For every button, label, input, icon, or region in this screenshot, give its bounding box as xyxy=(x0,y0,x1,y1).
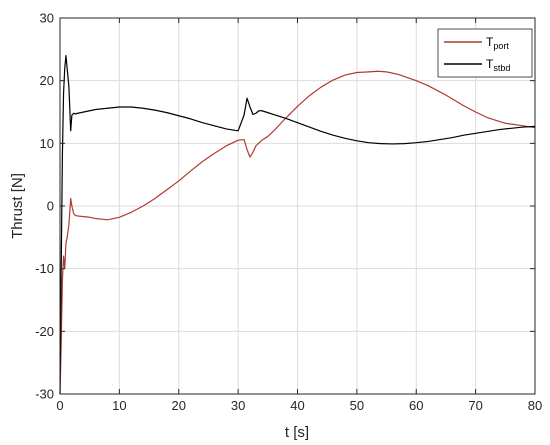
y-tick-label: 10 xyxy=(40,136,54,151)
legend-label-port: Tport xyxy=(486,35,509,51)
y-tick-label: 20 xyxy=(40,73,54,88)
x-tick-label: 30 xyxy=(231,398,245,413)
y-tick-label: 0 xyxy=(47,199,54,214)
x-tick-label: 0 xyxy=(56,398,63,413)
x-tick-label: 70 xyxy=(468,398,482,413)
y-axis-ticks: -30 -20 -10 0 10 20 30 xyxy=(35,11,535,402)
x-tick-label: 80 xyxy=(528,398,542,413)
x-tick-label: 10 xyxy=(112,398,126,413)
x-tick-label: 20 xyxy=(172,398,186,413)
y-tick-label: -30 xyxy=(35,387,54,402)
y-axis-label: Thrust [N] xyxy=(9,173,26,239)
legend: Tport Tstbd xyxy=(437,28,533,78)
y-tick-label: 30 xyxy=(40,11,54,26)
legend-box xyxy=(437,28,533,78)
x-tick-label: 60 xyxy=(409,398,423,413)
series-line-stbd xyxy=(59,55,536,395)
x-tick-label: 40 xyxy=(290,398,304,413)
x-tick-label: 50 xyxy=(350,398,364,413)
y-tick-label: -10 xyxy=(35,261,54,276)
x-axis-ticks: 0 10 20 30 40 50 60 70 80 xyxy=(56,18,542,413)
y-tick-label: -20 xyxy=(35,324,54,339)
series-lines xyxy=(59,55,536,395)
series-line-port xyxy=(59,70,536,395)
legend-label-stbd: Tstbd xyxy=(486,57,510,73)
x-axis-label: t [s] xyxy=(285,424,309,441)
grid xyxy=(59,17,536,395)
